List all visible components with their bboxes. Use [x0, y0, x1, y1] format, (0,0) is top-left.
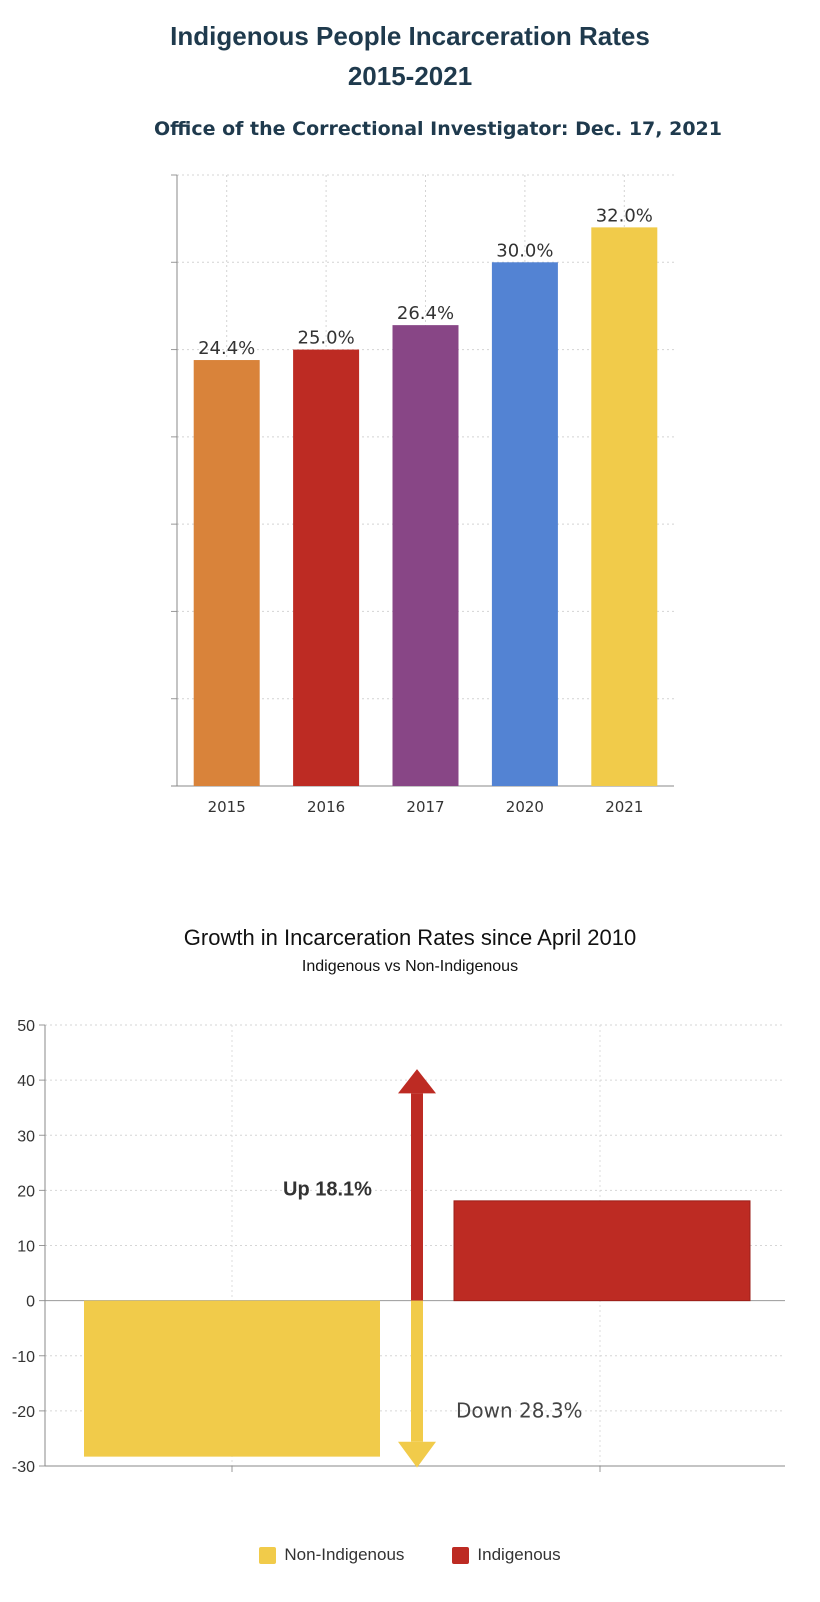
x-tick-label-2021: 2021: [605, 798, 643, 816]
up-arrow-head: [398, 1069, 436, 1094]
chart1-title-line2: 2015-2021: [347, 61, 473, 91]
bar-indigenous: [453, 1200, 751, 1302]
x-tick-label-2015: 2015: [208, 798, 246, 816]
chart2-title: Growth in Incarceration Rates since Apri…: [183, 925, 637, 950]
data-label-2021: 32.0%: [596, 205, 653, 226]
chart1-plot: 24.4% 2015 25.0% 2016 26.4% 2017 30.0% 2020 32.0…: [171, 174, 674, 816]
legend-swatch-non-indigenous: [259, 1546, 277, 1564]
bar-2016: [293, 349, 360, 786]
down-arrow-head: [398, 1441, 436, 1468]
up-arrow-shaft: [411, 1093, 423, 1301]
chart1-subtitle: Office of the Correctional Investigator:…: [154, 118, 722, 140]
y-tick-label: 0: [26, 1294, 35, 1311]
y-tick-label: -20: [12, 1404, 35, 1421]
x-tick-label-2017: 2017: [406, 798, 444, 816]
bar-2021: [591, 227, 658, 786]
bar-non-indigenous: [84, 1300, 380, 1457]
annotation-down: Down 28.3%: [456, 1398, 583, 1422]
y-tick-label: -10: [12, 1349, 35, 1366]
bar-2020: [491, 262, 558, 786]
down-arrow-shaft: [411, 1300, 423, 1442]
y-tick-label: 40: [17, 1073, 35, 1090]
y-tick-label: 30: [17, 1128, 35, 1145]
y-tick-label: -30: [12, 1459, 35, 1476]
bar-2017: [392, 325, 459, 786]
chart1-title-line1: Indigenous People Incarceration Rates: [170, 21, 650, 51]
data-label-2016: 25.0%: [298, 328, 355, 349]
legend-item-indigenous[interactable]: Indigenous: [452, 1545, 561, 1565]
y-tick-label: 10: [17, 1239, 35, 1256]
bar-2015: [193, 360, 260, 786]
legend-item-non-indigenous[interactable]: Non-Indigenous: [259, 1545, 404, 1565]
y-tick-label: 20: [17, 1183, 35, 1200]
legend-label-indigenous: Indigenous: [477, 1545, 561, 1564]
data-label-2020: 30.0%: [496, 240, 553, 261]
data-label-2017: 26.4%: [397, 303, 454, 324]
legend-swatch-indigenous: [452, 1546, 470, 1564]
x-tick-label-2020: 2020: [506, 798, 544, 816]
data-label-2015: 24.4%: [198, 338, 255, 359]
legend-label-non-indigenous: Non-Indigenous: [284, 1545, 405, 1564]
y-tick-label: 50: [17, 1018, 35, 1035]
chart2-legend: Non-Indigenous Indigenous: [0, 1545, 820, 1565]
annotation-up: Up 18.1%: [283, 1178, 372, 1200]
chart2-subtitle: Indigenous vs Non-Indigenous: [301, 958, 519, 975]
x-tick-label-2016: 2016: [307, 798, 345, 816]
